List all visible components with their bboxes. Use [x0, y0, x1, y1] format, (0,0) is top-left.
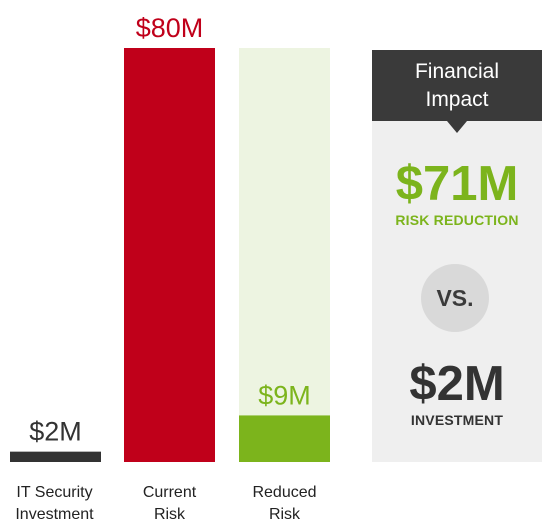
category-label-2-line-0: Reduced [252, 484, 316, 501]
bar-0 [10, 451, 101, 462]
investment-label: INVESTMENT [410, 412, 504, 428]
category-labels: IT Security Investment Current Risk Reduced R… [15, 484, 316, 523]
risk-reduction-value: $71M [395, 157, 519, 211]
risk-reduction-label: RISK REDUCTION [395, 212, 519, 228]
category-label-1-line-1: Risk [154, 506, 186, 523]
value-labels: $2M $80M $9M [29, 13, 311, 447]
value-label-1: $80M [136, 13, 204, 43]
versus-badge: VS. [421, 264, 489, 332]
bar-1 [124, 48, 215, 462]
value-label-2: $9M [258, 380, 311, 410]
category-label-0-line-1: Investment [15, 506, 94, 523]
panel-header: Financial Impact [372, 50, 542, 121]
financial-impact-panel: Financial Impact $71M RISK REDUCTION VS.… [372, 50, 542, 462]
value-label-0: $2M [29, 417, 82, 447]
category-label-2-line-1: Risk [269, 506, 301, 523]
panel-title-line-1: Financial [414, 60, 500, 83]
bars [10, 48, 330, 462]
reduced-risk-track [239, 48, 330, 462]
bar-2 [239, 415, 330, 462]
panel-title-line-2: Impact [425, 88, 489, 111]
panel-pointer-notch [447, 121, 467, 133]
investment-value: $2M [409, 357, 505, 411]
category-label-0-line-0: IT Security [16, 484, 92, 501]
category-label-1-line-0: Current [143, 484, 197, 501]
bar-tracks [239, 48, 330, 462]
